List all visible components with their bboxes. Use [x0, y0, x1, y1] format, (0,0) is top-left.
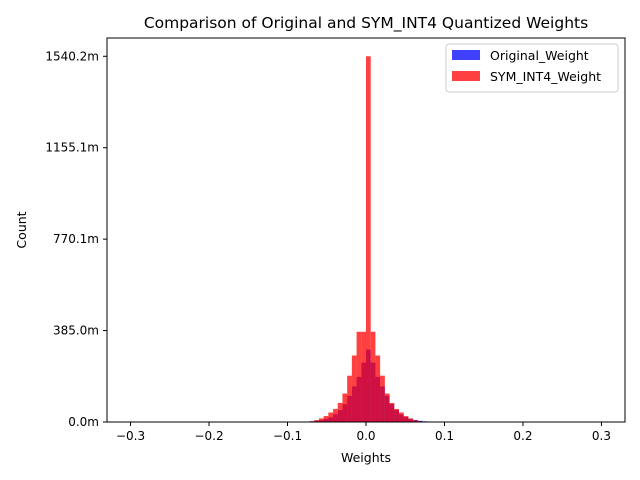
bar-1-18 — [394, 408, 399, 422]
y-axis: 0.0m 385.0m 770.1m 1155.1m 1540.2m — [45, 49, 107, 429]
x-axis: −0.3 −0.2 −0.1 0.0 0.1 0.2 0.3 — [116, 422, 611, 443]
bar-1-16 — [384, 393, 390, 422]
bar-1-11 — [361, 331, 366, 422]
bar-1-14 — [375, 355, 381, 422]
bar-1-10 — [356, 331, 362, 422]
x-axis-label: Weights — [341, 450, 391, 465]
x-tick-label: −0.2 — [194, 429, 223, 443]
x-tick-label: 0.0 — [356, 429, 375, 443]
bar-1-4 — [328, 412, 334, 422]
y-tick-label: 385.0m — [53, 324, 99, 338]
bar-1-9 — [351, 355, 357, 422]
chart-title: Comparison of Original and SYM_INT4 Quan… — [144, 14, 588, 33]
series-1 — [309, 56, 423, 422]
bar-1-1 — [314, 420, 319, 422]
y-axis-label: Count — [14, 211, 29, 248]
legend-label-sym-int4: SYM_INT4_Weight — [490, 69, 601, 84]
bar-1-7 — [342, 393, 348, 422]
bar-1-17 — [389, 403, 395, 422]
x-tick-label: 0.3 — [592, 429, 611, 443]
legend: Original_Weight SYM_INT4_Weight — [445, 43, 619, 93]
bar-1-15 — [380, 375, 385, 422]
bar-1-8 — [347, 375, 352, 422]
bar-1-20 — [403, 416, 409, 422]
y-tick-label: 0.0m — [68, 415, 99, 429]
x-tick-label: 0.2 — [513, 429, 532, 443]
legend-swatch-sym-int4 — [452, 71, 480, 81]
bar-1-6 — [337, 403, 343, 422]
legend-swatch-original — [452, 50, 480, 60]
legend-box — [445, 43, 619, 93]
x-tick-label: 0.1 — [435, 429, 454, 443]
bar-1-22 — [413, 420, 418, 422]
bar-1-5 — [333, 408, 338, 422]
bar-1-13 — [370, 331, 376, 422]
bar-1-21 — [408, 418, 414, 422]
histogram-bars — [300, 56, 432, 422]
bar-1-3 — [323, 416, 329, 422]
y-tick-label: 1155.1m — [45, 141, 99, 155]
bar-1-2 — [318, 418, 324, 422]
bar-1-19 — [398, 412, 404, 422]
y-tick-label: 770.1m — [53, 232, 99, 246]
bar-1-12 — [366, 56, 371, 422]
y-tick-label: 1540.2m — [45, 49, 99, 63]
x-tick-label: −0.1 — [273, 429, 302, 443]
x-tick-label: −0.3 — [116, 429, 145, 443]
legend-label-original: Original_Weight — [490, 48, 589, 63]
